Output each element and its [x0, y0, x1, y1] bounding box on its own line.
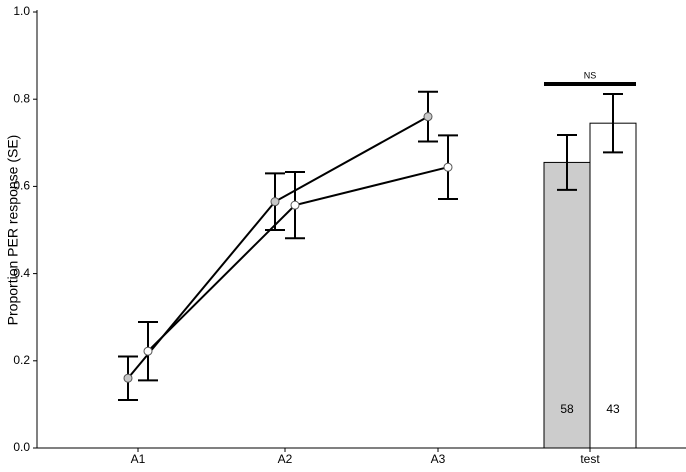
- point: [270, 197, 280, 207]
- series-line: [127, 115, 429, 379]
- x-tick-label: test: [580, 452, 600, 466]
- x-tick-label: A1: [131, 452, 146, 466]
- y-tick-label: 1.0: [13, 4, 30, 18]
- series-line: [147, 166, 449, 352]
- y-tick-label: 0.8: [13, 91, 30, 105]
- y-tick-label: 0.6: [13, 179, 30, 193]
- y-tick-label: 0.0: [13, 440, 30, 454]
- bar-label: 58: [560, 402, 574, 416]
- point: [443, 162, 453, 172]
- y-axis-label: Proportion PER response (SE): [5, 135, 21, 326]
- x-tick-label: A3: [431, 452, 446, 466]
- y-tick-label: 0.2: [13, 353, 30, 367]
- point: [290, 200, 300, 210]
- point: [143, 346, 153, 356]
- bar-label: 43: [606, 402, 620, 416]
- bar: [589, 122, 637, 449]
- point: [423, 112, 433, 122]
- y-tick-label: 0.4: [13, 266, 30, 280]
- point: [123, 373, 133, 383]
- x-tick-label: A2: [278, 452, 293, 466]
- significance-label: NS: [584, 70, 597, 80]
